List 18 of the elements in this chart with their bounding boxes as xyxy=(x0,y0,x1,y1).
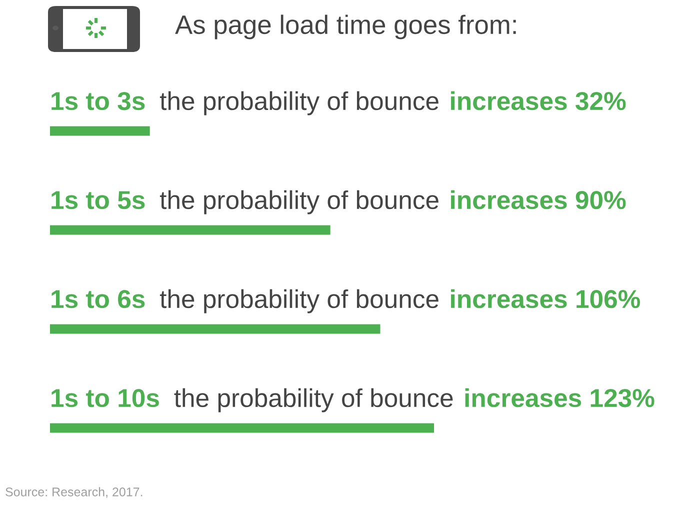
bar xyxy=(50,423,434,433)
annotation: the probability of bounce xyxy=(160,289,438,314)
text: increases 90% xyxy=(451,190,626,210)
text: increases 106% xyxy=(451,289,640,308)
source-note: Source: Research, 2017. xyxy=(6,487,142,498)
y-tick-label: 1s to 3s xyxy=(52,92,145,110)
text: increases 32% xyxy=(451,91,626,110)
annotation: the probability of bounce xyxy=(160,91,438,116)
text: increases 123% xyxy=(465,388,654,408)
y-tick-label: 1s to 6s xyxy=(52,290,145,308)
y-tick-label: 1s to 5s xyxy=(52,191,145,210)
chart-title: As page load time goes from: xyxy=(175,14,516,40)
annotation: the probability of bounce xyxy=(160,190,438,214)
y-tick-label: 1s to 10s xyxy=(52,388,159,408)
annotation: the probability of bounce xyxy=(174,388,453,412)
bar xyxy=(50,324,380,334)
bar xyxy=(50,126,150,136)
bar xyxy=(50,225,330,235)
